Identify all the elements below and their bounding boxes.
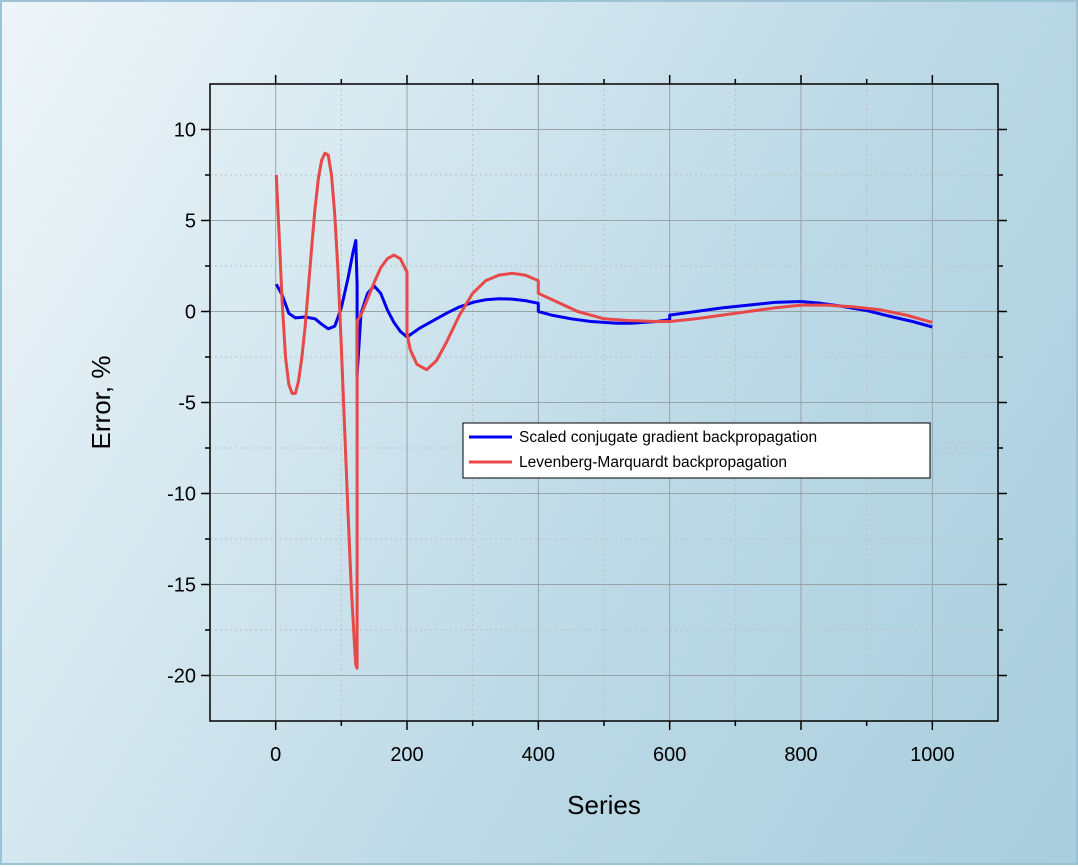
legend-label: Scaled conjugate gradient backpropagatio… bbox=[519, 429, 817, 446]
series-lines bbox=[274, 151, 933, 670]
x-tick-label: 400 bbox=[522, 744, 555, 766]
y-tick-label: 0 bbox=[185, 302, 196, 324]
y-tick-label: 10 bbox=[174, 120, 196, 142]
y-axis-title: Error, % bbox=[86, 356, 116, 450]
legend-box bbox=[462, 422, 931, 479]
x-tick-label: 1000 bbox=[910, 744, 955, 766]
legend-label: Levenberg-Marquardt backpropagation bbox=[519, 454, 787, 471]
y-tick-label: -20 bbox=[167, 666, 196, 688]
series-line-2 bbox=[274, 151, 933, 670]
y-tick-label: -5 bbox=[178, 393, 196, 415]
y-tick-label: 5 bbox=[185, 211, 196, 233]
x-tick-label: 0 bbox=[270, 744, 281, 766]
legend: Scaled conjugate gradient backpropagatio… bbox=[462, 422, 931, 479]
gridlines bbox=[210, 84, 998, 721]
x-tick-label: 800 bbox=[784, 744, 817, 766]
x-tick-label: 200 bbox=[390, 744, 423, 766]
axes: 0 200 400 600 800 1000 10 5 0 -5 -10 -15 -20 bbox=[167, 75, 1007, 766]
y-tick-label: -10 bbox=[167, 484, 196, 506]
series-line-1 bbox=[274, 239, 933, 377]
x-axis-title: Series bbox=[567, 790, 641, 820]
y-tick-label: -15 bbox=[167, 575, 196, 597]
x-tick-label: 600 bbox=[653, 744, 686, 766]
